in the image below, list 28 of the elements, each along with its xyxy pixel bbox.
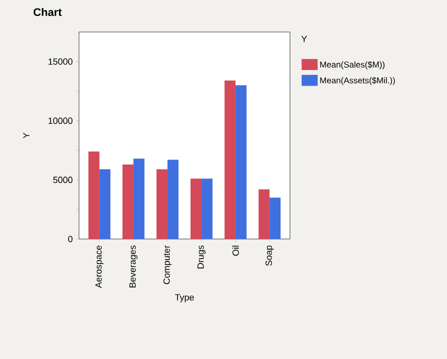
bar	[224, 80, 236, 239]
bar	[236, 85, 247, 239]
bar	[258, 189, 270, 239]
bar	[122, 164, 134, 239]
chart-title: Chart	[34, 8, 62, 16]
bar	[270, 198, 281, 239]
x-tick-label: Computer	[163, 245, 172, 284]
x-tick-label: Drugs	[198, 246, 206, 268]
bar	[88, 151, 100, 239]
legend-label: Mean(Assets($Mil.))	[320, 77, 395, 86]
bar	[202, 178, 213, 239]
x-tick-label: Beverages	[129, 246, 138, 288]
bar	[99, 169, 110, 239]
x-tick-label: Oil	[232, 246, 239, 256]
y-tick-label: 15000	[48, 58, 72, 65]
x-tick-label: Aerospace	[95, 246, 104, 288]
x-axis-title: Type	[174, 294, 194, 302]
y-tick-label: 10000	[48, 118, 72, 124]
bar	[167, 160, 178, 239]
bar	[156, 169, 168, 239]
x-tick-label: Soap	[266, 246, 274, 266]
bar	[133, 158, 144, 239]
y-axis-title: Y	[23, 132, 30, 138]
y-tick-label: 0	[68, 236, 72, 242]
y-tick-label: 5000	[53, 176, 72, 184]
legend-title: Y	[301, 36, 307, 42]
legend-label: Mean(Sales($M))	[320, 61, 385, 70]
bar	[190, 178, 202, 239]
